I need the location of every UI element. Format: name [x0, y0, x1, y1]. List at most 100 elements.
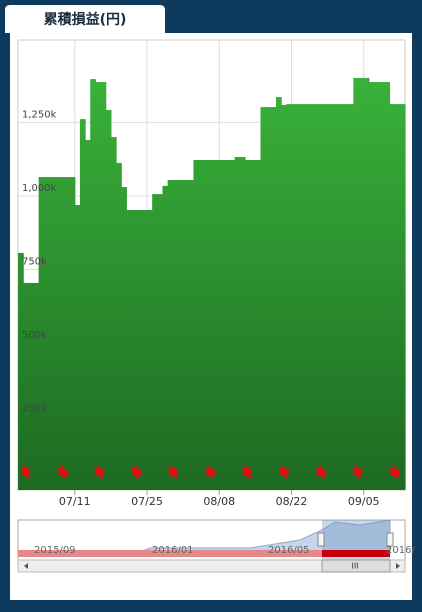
area-step — [286, 104, 293, 490]
navigator-range-selected — [322, 550, 390, 557]
navigator-label: 2016/05 — [268, 545, 310, 556]
area-step — [379, 82, 385, 490]
y-tick-label: 1,000k — [22, 183, 57, 194]
area-step — [85, 140, 91, 490]
area-step — [90, 79, 96, 490]
area-step — [162, 185, 169, 490]
area-step — [214, 160, 220, 490]
area-step — [141, 210, 148, 490]
area-step — [301, 104, 308, 490]
area-step — [343, 104, 349, 490]
area-step — [198, 160, 205, 490]
area-step — [270, 107, 277, 490]
area-step — [136, 210, 143, 490]
area-step — [353, 77, 360, 491]
signal-icon — [167, 465, 179, 479]
area-step — [38, 177, 45, 490]
scrollbar-grip: III — [351, 562, 358, 571]
area-step — [219, 160, 225, 490]
area-step — [394, 104, 401, 490]
area-step — [48, 177, 55, 490]
area-step — [64, 177, 71, 490]
area-step — [368, 82, 375, 490]
navigator-label: 2016/ — [386, 545, 415, 556]
area-step — [54, 177, 60, 490]
navigator-handle[interactable] — [317, 532, 325, 547]
area-step — [28, 282, 35, 490]
tab-label[interactable]: 累積損益(円) — [44, 11, 127, 28]
navigator-label: 2016/01 — [152, 545, 194, 556]
signal-icon — [57, 465, 68, 479]
area-step — [172, 180, 179, 490]
scrollbar-thumb[interactable] — [321, 559, 391, 573]
area-step — [203, 160, 210, 490]
y-tick-label: 1,250k — [22, 109, 57, 120]
area-step — [188, 180, 195, 490]
area-step — [291, 104, 298, 490]
signal-icon — [20, 465, 31, 479]
area-step — [332, 104, 339, 490]
area-step — [229, 160, 236, 490]
area-step — [296, 104, 303, 490]
area-step — [337, 104, 344, 490]
signal-icon — [241, 465, 253, 479]
scrollbar[interactable] — [17, 559, 406, 573]
x-tick-label: 07/25 — [131, 495, 163, 508]
area-step — [177, 180, 184, 490]
area-step — [59, 177, 66, 490]
signal-icon — [278, 465, 289, 479]
y-tick-label: 500k — [22, 330, 47, 341]
area-step — [358, 77, 365, 491]
area-step — [147, 210, 153, 490]
navigator-range — [18, 550, 322, 557]
area-step — [18, 252, 24, 490]
area-step — [95, 82, 102, 490]
area-step — [374, 82, 380, 490]
x-tick-label: 09/05 — [348, 495, 380, 508]
area-step — [23, 282, 29, 490]
area-step — [363, 77, 370, 491]
area-step — [193, 160, 200, 490]
area-step — [327, 104, 334, 490]
signal-icon — [352, 465, 363, 479]
navigator-label: 2015/09 — [34, 545, 76, 556]
area-step — [74, 205, 81, 490]
area-step — [265, 107, 272, 490]
y-tick-label: 250k — [22, 403, 47, 414]
area-step — [312, 104, 318, 490]
signal-icon — [131, 465, 142, 479]
area-step — [79, 119, 86, 490]
area-step — [208, 160, 215, 490]
area-step — [281, 105, 287, 490]
area-step — [152, 194, 158, 490]
area-step — [224, 160, 231, 490]
area-step — [348, 104, 354, 490]
area-step — [276, 97, 282, 490]
area-step — [105, 110, 112, 490]
navigator-handle[interactable] — [386, 532, 394, 547]
area-step — [131, 210, 138, 490]
signal-icon — [315, 465, 326, 479]
area-step — [389, 104, 396, 490]
area-step — [384, 82, 391, 490]
area-step — [100, 82, 107, 490]
area-step — [126, 210, 133, 490]
area-step — [322, 104, 329, 490]
area-step — [69, 177, 76, 490]
area-step — [33, 282, 40, 490]
area-step — [239, 157, 246, 490]
area-step — [399, 104, 406, 490]
tab[interactable] — [5, 5, 165, 33]
area-step — [121, 187, 127, 490]
area-step — [250, 160, 256, 490]
y-tick-label: 750k — [22, 256, 47, 267]
signal-icon — [204, 465, 216, 479]
area-step — [255, 160, 262, 490]
area-step — [167, 180, 174, 490]
signal-icon — [389, 465, 400, 479]
area-step — [110, 137, 117, 490]
area-step — [260, 107, 267, 490]
area-step — [116, 162, 122, 491]
area-step — [157, 194, 164, 490]
